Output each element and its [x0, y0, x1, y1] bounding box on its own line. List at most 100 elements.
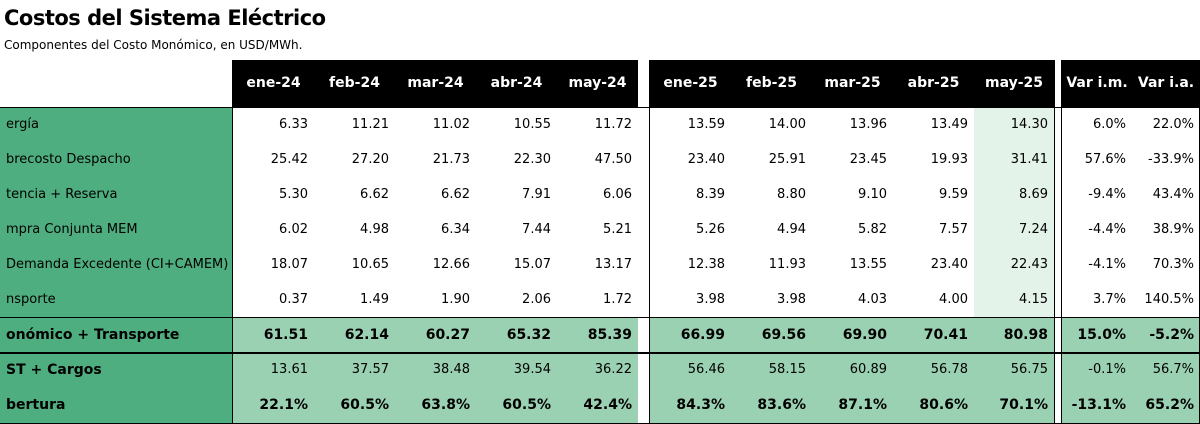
table-cell: 13.55	[849, 257, 887, 273]
table-cell: 21.73	[432, 152, 470, 168]
row-label: Demanda Excedente (CI+CAMEM)	[0, 248, 233, 283]
table-cell: 10.65	[351, 257, 389, 273]
table-cell: 4.03	[858, 292, 887, 308]
table-cell: 69.56	[731, 318, 812, 353]
table-cell: -5.2%	[1132, 318, 1200, 353]
row-label: ergía	[0, 108, 233, 143]
table-cell: 42.4%	[557, 388, 638, 423]
table-cell: 3.7%	[1092, 292, 1126, 308]
table-cell: 39.54	[476, 353, 557, 388]
table-border	[232, 60, 233, 424]
table-cell: 7.91	[522, 187, 551, 203]
table-cell: 8.39	[696, 187, 725, 203]
column-gap	[1055, 60, 1061, 424]
table-cell: 6.33	[279, 117, 308, 133]
table-cell: 31.41	[974, 143, 1054, 178]
table-cell: 15.07	[513, 257, 551, 273]
column-header: ene-24	[233, 60, 314, 108]
table-cell: 5.82	[858, 222, 887, 238]
row-label: brecosto Despacho	[0, 143, 233, 178]
table-cell: 63.8%	[395, 388, 476, 423]
table-cell: 60.5%	[314, 388, 395, 423]
table-cell: 60.89	[812, 353, 893, 388]
table-cell: 9.59	[939, 187, 968, 203]
table-cell: 4.94	[777, 222, 806, 238]
table-cell: 6.62	[360, 187, 389, 203]
table-cell: 57.6%	[1084, 152, 1126, 168]
table-border	[0, 317, 1200, 318]
table-cell: -0.1%	[1062, 353, 1132, 388]
table-cell: 22.0%	[1152, 117, 1194, 133]
table-cell: 60.5%	[476, 388, 557, 423]
table-cell: 140.5%	[1144, 292, 1194, 308]
table-cell: 23.40	[930, 257, 968, 273]
column-header: mar-24	[395, 60, 476, 108]
table-cell: 11.72	[594, 117, 632, 133]
page-title: Costos del Sistema Eléctrico	[4, 6, 326, 30]
column-header: mar-25	[812, 60, 893, 108]
table-cell: 14.30	[974, 108, 1054, 143]
table-cell: 65.32	[476, 318, 557, 353]
table-cell: 47.50	[594, 152, 632, 168]
table-cell: 58.15	[731, 353, 812, 388]
table-cell: 13.61	[233, 353, 314, 388]
table-cell: 70.1%	[974, 388, 1054, 423]
column-header: feb-25	[731, 60, 812, 108]
table-cell: 7.24	[974, 213, 1054, 248]
table-cell: 6.02	[279, 222, 308, 238]
table-cell: 87.1%	[812, 388, 893, 423]
table-cell: 5.21	[603, 222, 632, 238]
table-border	[0, 352, 1200, 354]
table-cell: 5.30	[279, 187, 308, 203]
table-cell: 1.49	[360, 292, 389, 308]
table-cell: 4.98	[360, 222, 389, 238]
column-header: Var i.m.	[1062, 60, 1132, 108]
table-cell: 25.42	[270, 152, 308, 168]
table-cell: 25.91	[768, 152, 806, 168]
table-cell: 84.3%	[650, 388, 731, 423]
table-cell: 70.3%	[1152, 257, 1194, 273]
table-cell: 65.2%	[1132, 388, 1200, 423]
table-cell: 85.39	[557, 318, 638, 353]
column-header: Var i.a.	[1132, 60, 1200, 108]
row-label: bertura	[0, 388, 233, 423]
table-cell: 62.14	[314, 318, 395, 353]
table-cell: 12.38	[687, 257, 725, 273]
table-cell: 22.1%	[233, 388, 314, 423]
table-cell: 60.27	[395, 318, 476, 353]
table-cell: 6.06	[603, 187, 632, 203]
row-label: onómico + Transporte	[0, 318, 233, 353]
table-cell: 13.49	[930, 117, 968, 133]
table-cell: 56.7%	[1132, 353, 1200, 388]
table-cell: 56.75	[974, 353, 1054, 388]
table-cell: 37.57	[314, 353, 395, 388]
table-cell: 38.9%	[1152, 222, 1194, 238]
column-header: feb-24	[314, 60, 395, 108]
table-cell: 12.66	[432, 257, 470, 273]
table-cell: 22.43	[974, 248, 1054, 283]
table-cell: 1.90	[441, 292, 470, 308]
table-cell: -4.4%	[1088, 222, 1126, 238]
table-cell: 19.93	[930, 152, 968, 168]
table-cell: 56.46	[650, 353, 731, 388]
table-cell: 83.6%	[731, 388, 812, 423]
row-label: mpra Conjunta MEM	[0, 213, 233, 248]
table-cell: 2.06	[522, 292, 551, 308]
table-cell: 61.51	[233, 318, 314, 353]
table-cell: 3.98	[777, 292, 806, 308]
table-cell: 5.26	[696, 222, 725, 238]
table-cell: -9.4%	[1088, 187, 1126, 203]
table-border	[1054, 60, 1055, 424]
table-cell: 6.0%	[1092, 117, 1126, 133]
table-cell: -33.9%	[1148, 152, 1194, 168]
row-label: tencia + Reserva	[0, 178, 233, 213]
column-header: abr-24	[476, 60, 557, 108]
table-cell: 6.34	[441, 222, 470, 238]
table-border	[649, 60, 650, 424]
column-header: may-25	[974, 60, 1054, 108]
table-cell: 14.00	[768, 117, 806, 133]
table-cell: 66.99	[650, 318, 731, 353]
table-cell: 11.02	[432, 117, 470, 133]
table-cell: 18.07	[270, 257, 308, 273]
